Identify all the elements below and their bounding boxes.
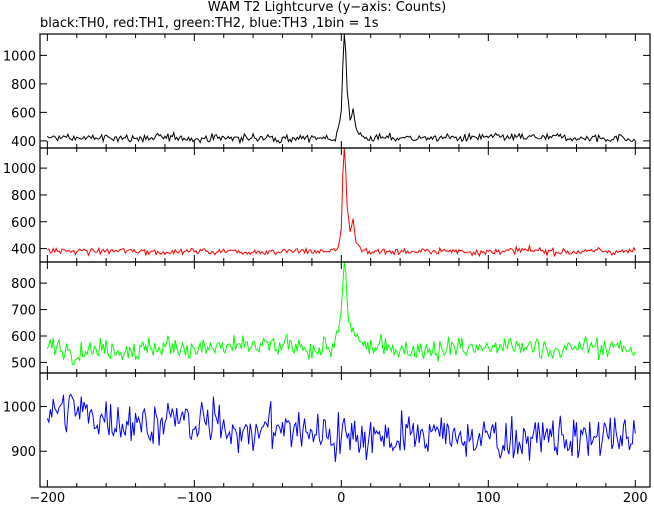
chart-title: WAM T2 Lightcurve (y−axis: Counts)	[207, 0, 447, 15]
y-tick-label-th0: 1000	[3, 49, 36, 64]
x-tick-label: 100	[476, 491, 501, 505]
y-tick-label-th2: 600	[11, 330, 36, 345]
series-line-th3	[46, 393, 636, 462]
y-tick-label-th0: 600	[11, 106, 36, 121]
series-line-th0	[46, 34, 636, 145]
chart-subtitle: black:TH0, red:TH1, green:TH2, blue:TH3 …	[40, 16, 379, 31]
panel-frame-th3	[39, 372, 651, 488]
y-tick-label-th1: 400	[11, 243, 36, 258]
series-line-th1	[47, 147, 636, 258]
x-tick-label: 200	[623, 491, 648, 505]
y-tick-label-th3: 900	[11, 445, 36, 460]
x-tick-label: 0	[337, 491, 345, 505]
y-tick-label-th1: 1000	[3, 162, 36, 177]
y-tick-label-th1: 800	[11, 189, 36, 204]
panel-frame-th0	[39, 33, 651, 149]
y-tick-label-th2: 500	[11, 356, 36, 371]
y-tick-label-th0: 400	[11, 135, 36, 150]
x-tick-label: −100	[176, 491, 212, 505]
y-tick-label-th0: 800	[11, 78, 36, 93]
x-tick-label: −200	[29, 491, 65, 505]
y-tick-label-th1: 600	[11, 216, 36, 231]
y-tick-label-th3: 1000	[3, 401, 36, 416]
panel-frame-th2	[39, 261, 651, 374]
series-line-th2	[46, 261, 636, 366]
y-tick-label-th2: 800	[11, 277, 36, 292]
y-tick-label-th2: 700	[11, 304, 36, 319]
